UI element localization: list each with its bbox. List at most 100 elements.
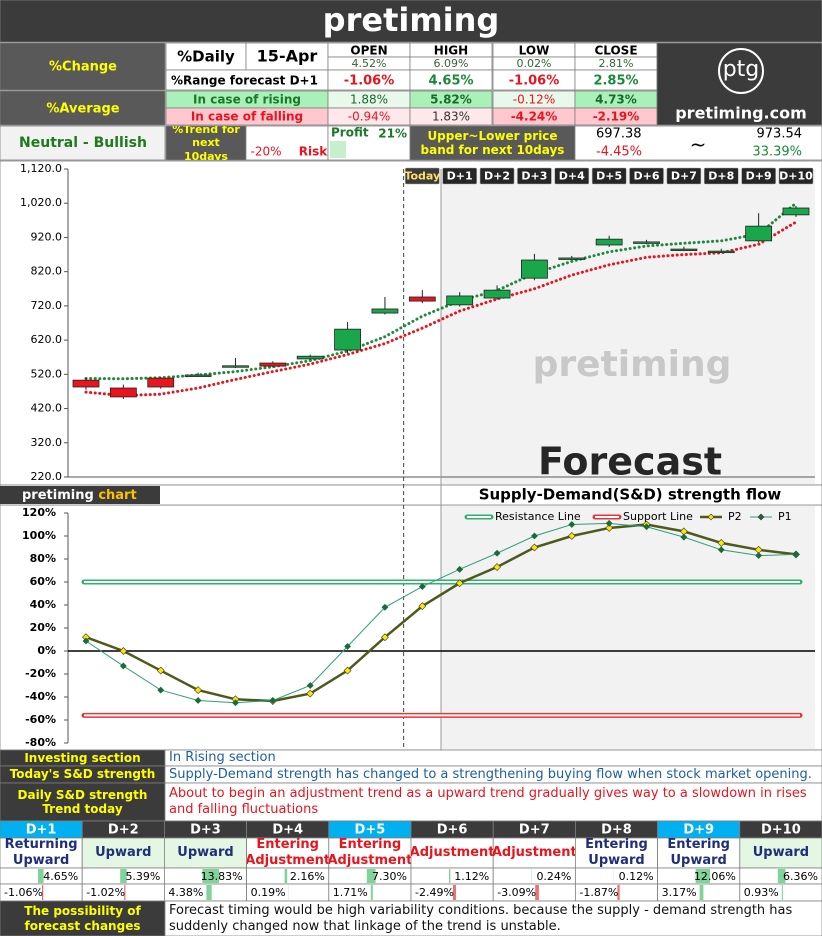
candle-body: [109, 387, 137, 398]
candle-body: [670, 248, 698, 251]
up-value: 6.36%: [783, 870, 818, 883]
candle-body: [633, 241, 660, 244]
flow-marker: [306, 682, 314, 689]
down-bar: [42, 885, 44, 900]
candle-body: [334, 328, 361, 351]
y-tick-label: 80%: [30, 552, 56, 565]
day-header: D+1: [26, 823, 57, 838]
column-header: CLOSE: [594, 44, 637, 58]
day-button-label: D+1: [447, 170, 473, 183]
up-value: 13.83%: [201, 870, 243, 883]
label: 15-Apr: [257, 47, 318, 66]
risk-value: -20%: [250, 145, 281, 159]
candle-body: [483, 289, 511, 299]
rising-value: 5.82%: [430, 93, 472, 107]
down-bar: [699, 885, 704, 900]
flow-marker: [82, 637, 90, 645]
day-button-label: D+10: [779, 170, 813, 183]
flow-marker: [530, 532, 538, 540]
flow-marker: [455, 579, 464, 588]
down-value: 1.71%: [333, 886, 368, 899]
chart-label-accent: chart: [98, 488, 136, 503]
flow-line: [85, 523, 797, 703]
day-header: D+5: [355, 823, 386, 838]
up-value: 0.24%: [536, 870, 571, 883]
note-label-box: The possibility of forecast changes: [24, 904, 140, 932]
day-button-label: Today: [404, 170, 440, 183]
day-trend-box: Upward: [753, 845, 809, 860]
day-trend: Entering Upward: [585, 838, 648, 868]
flow-marker: [194, 686, 203, 695]
column-header: LOW: [519, 44, 550, 58]
profit-bar: [330, 141, 346, 158]
forecast-zone: [441, 169, 815, 485]
daily-value: 2.81%: [599, 57, 634, 70]
flow-marker: [792, 550, 800, 558]
day-trend: Returning Upward: [4, 838, 78, 868]
logo: ptg: [723, 57, 760, 82]
day-button-label: D+7: [671, 170, 697, 183]
candle-body: [184, 374, 212, 377]
range-value: 4.65%: [428, 74, 473, 89]
day-trend-box: Entering Adjustment: [329, 838, 411, 868]
flow-marker: [493, 549, 501, 557]
down-bar: [124, 885, 126, 900]
watermark: pretiming: [533, 344, 732, 385]
daily-value: 4.52%: [352, 57, 387, 70]
section-text-box: About to begin an adjustment trend as a …: [169, 786, 807, 817]
section-label-box: Today's S&D strength: [10, 767, 156, 781]
up-bar: [202, 869, 219, 883]
section-label: Investing section: [24, 750, 141, 765]
day-trend-box: Upward: [177, 845, 233, 860]
flow-marker: [119, 662, 127, 670]
y-tick-label: 920.0: [31, 230, 63, 243]
up-value: 0.12%: [619, 870, 654, 883]
day-trend: Entering Upward: [667, 838, 730, 868]
down-value: -2.49%: [415, 886, 454, 899]
day-header: D+10: [761, 823, 801, 838]
day-header: D+9: [683, 823, 714, 838]
day-button-label: D+4: [559, 170, 585, 183]
flow-marker: [157, 686, 165, 694]
day-button: [778, 167, 814, 185]
flow-marker: [605, 524, 614, 532]
cell: [164, 782, 822, 822]
section-label-box: Investing section: [24, 750, 141, 765]
day-trend-box: Upward: [95, 845, 151, 860]
down-value: 0.19%: [251, 886, 286, 899]
label: %Range forecast D+1: [171, 74, 318, 88]
candle-body: [446, 295, 474, 306]
falling-value: 1.83%: [432, 110, 470, 124]
cell: [246, 837, 330, 869]
logo-panel: [656, 42, 822, 126]
day-button: [591, 167, 627, 185]
down-value: -3.09%: [497, 886, 536, 899]
y-tick-label: 220.0: [31, 470, 63, 483]
day-trend-box: Entering Upward: [667, 838, 730, 868]
day-trend: Adjustment: [493, 845, 576, 861]
cell: [409, 69, 493, 91]
label: 33.39%: [752, 145, 802, 160]
day-button: [517, 167, 552, 185]
candle-body: [222, 365, 249, 368]
cell: [245, 125, 329, 161]
down-value: 4.38%: [168, 886, 203, 899]
up-value: 2.16%: [290, 870, 325, 883]
day-trend: Entering Adjustment: [328, 838, 411, 868]
cell: [245, 42, 329, 71]
day-header: D+3: [190, 823, 221, 838]
y-tick-label: 820.0: [31, 265, 63, 278]
cell: [410, 837, 494, 869]
day-button-label: D+5: [596, 170, 622, 183]
cell: [0, 900, 166, 936]
day-button-label: D+3: [521, 170, 547, 183]
label-box: Upper~Lower price band for next 10days: [421, 129, 565, 157]
risk-label: Risk: [299, 145, 328, 159]
cell: [165, 125, 247, 161]
day-button-label: D+2: [484, 170, 510, 183]
flow-marker: [717, 546, 725, 554]
candle-body: [707, 250, 735, 254]
down-bar: [617, 885, 620, 900]
